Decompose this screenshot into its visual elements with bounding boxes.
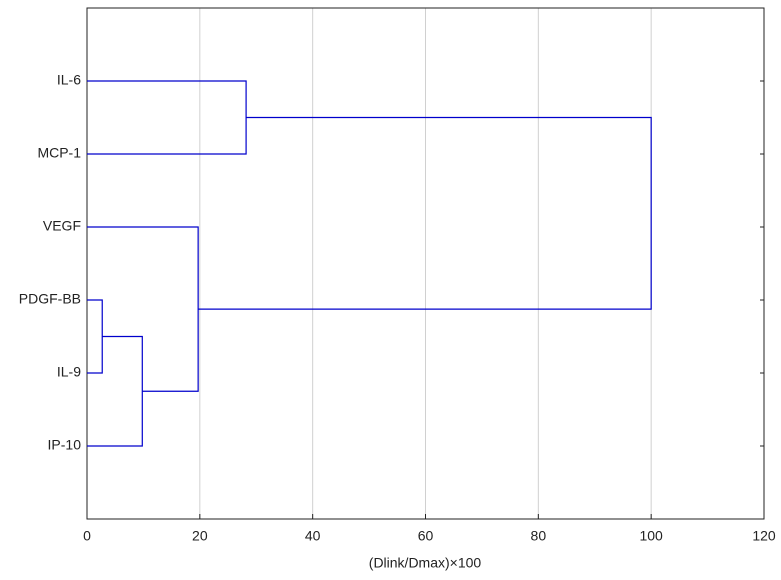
dendrogram-link (198, 116, 652, 310)
leaf-label: IL-9 (57, 364, 81, 380)
leaf-label: PDGF-BB (19, 291, 81, 307)
leaf-label: IP-10 (48, 437, 82, 453)
leaf-label: MCP-1 (37, 145, 81, 161)
leaf-label: IL-6 (57, 72, 81, 88)
dendrogram-link (87, 80, 247, 155)
leaf-label: VEGF (43, 218, 81, 234)
x-tick-label: 0 (83, 528, 91, 544)
dendrogram-link (87, 335, 143, 447)
x-tick-label: 80 (531, 528, 547, 544)
x-tick-label: 120 (752, 528, 776, 544)
dendrogram-link (87, 299, 103, 374)
x-tick-label: 100 (639, 528, 663, 544)
x-tick-label: 60 (418, 528, 434, 544)
x-tick-label: 40 (305, 528, 321, 544)
x-axis-label: (Dlink/Dmax)×100 (369, 555, 482, 571)
x-tick-label: 20 (192, 528, 208, 544)
